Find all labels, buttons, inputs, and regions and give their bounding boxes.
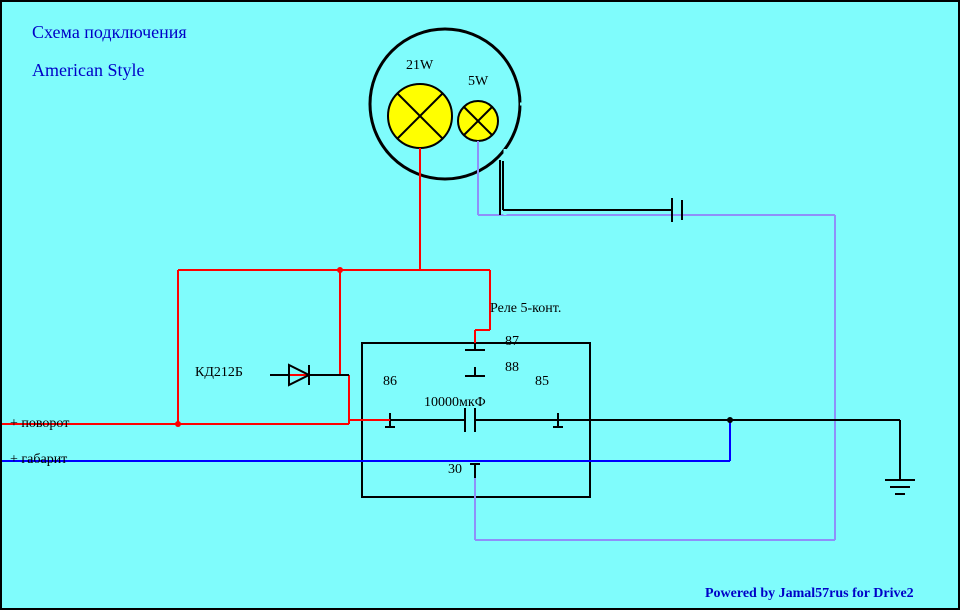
relay-label: Реле 5-конт. [490, 301, 561, 317]
diode-label: КД212Б [195, 365, 243, 381]
pin-86-label: 86 [383, 374, 397, 390]
pin-87-label: 87 [505, 334, 519, 350]
pin-85-label: 85 [535, 374, 549, 390]
input-turn-label: + поворот [10, 416, 69, 432]
capacitor-label: 10000мкФ [424, 395, 486, 411]
title-line1: Схема подключения [32, 22, 187, 43]
wiring-diagram [0, 0, 960, 610]
pin-88-label: 88 [505, 360, 519, 376]
bulb-5w-label: 5W [468, 74, 488, 90]
bulb-21w-label: 21W [406, 58, 433, 74]
footer-credit: Powered by Jamal57rus for Drive2 [705, 586, 914, 602]
title-line2: American Style [32, 60, 144, 81]
input-park-label: + габарит [10, 452, 67, 468]
pin-30-label: 30 [448, 462, 462, 478]
